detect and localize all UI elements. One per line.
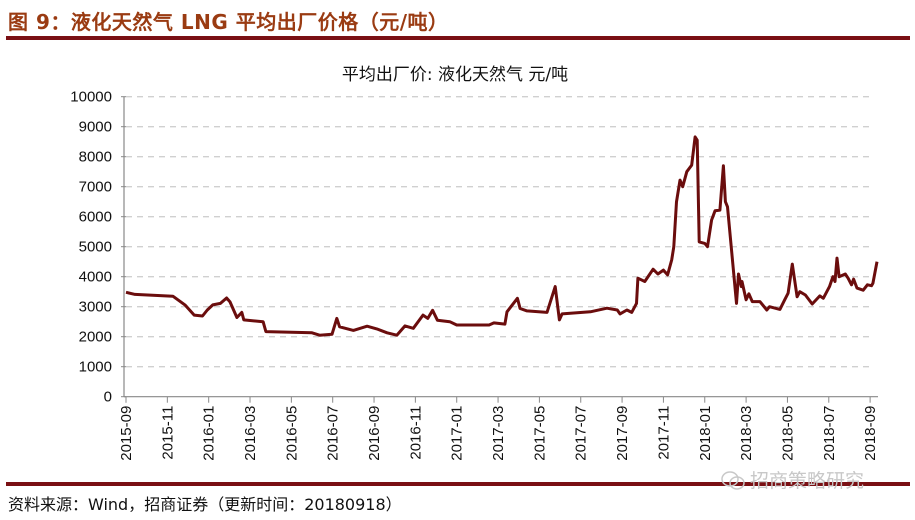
y-tick-label: 0 xyxy=(104,389,112,406)
x-tick-label: 2018-03 xyxy=(738,406,755,461)
x-tick-label: 2017-01 xyxy=(449,406,466,461)
x-tick-label: 2017-03 xyxy=(490,406,507,461)
line-chart: 平均出厂价: 液化天然气 元/吨 0 1000 2000 3000 4000 5000 60… xyxy=(70,65,879,461)
x-tick-label: 2017-09 xyxy=(614,406,631,461)
x-tick-label: 2016-01 xyxy=(201,406,218,461)
footer-rule xyxy=(6,482,910,486)
y-tick-label: 5000 xyxy=(79,239,112,256)
x-tick-label: 2016-07 xyxy=(325,406,342,461)
x-tick-label: 2018-01 xyxy=(697,406,714,461)
chart-title: 平均出厂价: 液化天然气 元/吨 xyxy=(342,65,568,85)
title-rule xyxy=(6,36,910,40)
x-tick-label: 2017-07 xyxy=(573,406,590,461)
figure-title: 图 9：液化天然气 LNG 平均出厂价格（元/吨） xyxy=(8,10,449,34)
x-tick-label: 2016-09 xyxy=(366,406,383,461)
y-tick-label: 4000 xyxy=(79,269,112,286)
y-tick-label: 3000 xyxy=(79,299,112,316)
x-tick-label: 2016-11 xyxy=(407,406,424,460)
x-tick-label: 2017-05 xyxy=(531,406,548,461)
watermark: 招商策略研究 xyxy=(720,466,864,493)
y-tick-label: 6000 xyxy=(79,209,112,226)
watermark-text: 招商策略研究 xyxy=(750,470,865,492)
x-tick-label: 2018-07 xyxy=(821,406,838,461)
x-tick-label: 2015-09 xyxy=(118,406,135,461)
x-tick-label: 2017-11 xyxy=(655,406,672,460)
x-tick-label: 2018-05 xyxy=(779,406,796,461)
y-tick-label: 7000 xyxy=(79,179,112,196)
x-tick-label: 2018-09 xyxy=(862,406,879,461)
y-tick-label: 10000 xyxy=(70,89,112,106)
price-line xyxy=(125,135,879,337)
y-tick-label: 2000 xyxy=(79,329,112,346)
y-tick-label: 9000 xyxy=(79,119,112,136)
y-tick-label: 8000 xyxy=(79,149,112,166)
x-tick-label: 2016-03 xyxy=(242,406,259,461)
x-tick-label: 2016-05 xyxy=(283,406,300,461)
x-tick-label: 2015-11 xyxy=(159,406,176,460)
y-tick-label: 1000 xyxy=(79,359,112,376)
source-note: 资料来源：Wind，招商证券（更新时间：20180918） xyxy=(8,495,402,514)
wechat-icon xyxy=(721,470,745,490)
